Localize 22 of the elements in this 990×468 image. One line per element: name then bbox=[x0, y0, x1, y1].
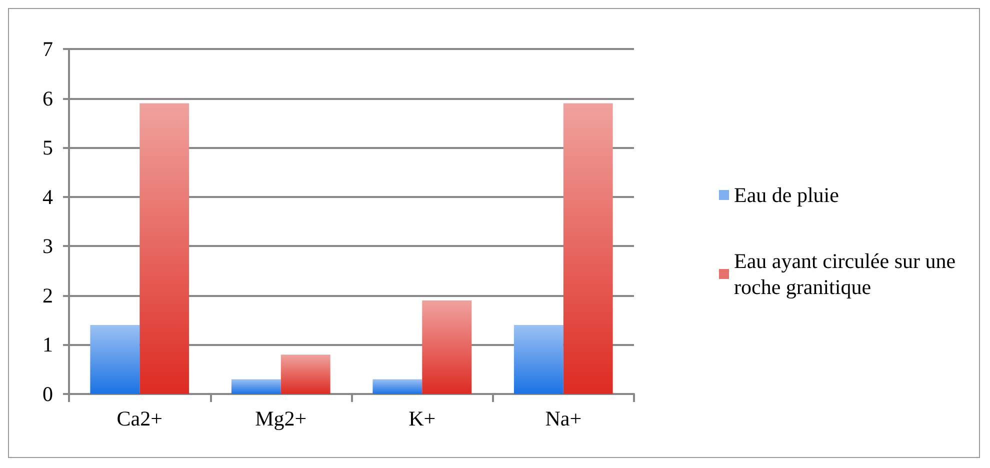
bar bbox=[90, 325, 140, 394]
y-tick-label: 7 bbox=[42, 37, 53, 61]
bar bbox=[280, 354, 330, 394]
y-tick-label: 6 bbox=[42, 86, 53, 110]
y-tick-label: 2 bbox=[42, 283, 53, 308]
x-tick-label: Na+ bbox=[545, 406, 582, 430]
x-tick-label: K+ bbox=[408, 406, 436, 430]
bar bbox=[140, 103, 190, 394]
legend-label: Eau de pluie bbox=[734, 183, 839, 207]
y-tick-label: 5 bbox=[42, 136, 53, 160]
bar bbox=[372, 379, 422, 394]
y-tick-label: 1 bbox=[42, 332, 53, 357]
bar bbox=[422, 300, 472, 394]
y-tick-label: 0 bbox=[42, 382, 53, 406]
legend-label: Eau ayant circulée sur une roche granitique bbox=[734, 249, 961, 299]
x-tick-label: Ca2+ bbox=[116, 406, 162, 430]
y-tick-label: 4 bbox=[42, 184, 54, 209]
x-tick-label: Mg2+ bbox=[255, 406, 307, 430]
bar bbox=[563, 103, 613, 394]
y-tick-label: 3 bbox=[42, 234, 53, 258]
bar bbox=[231, 379, 281, 394]
bar bbox=[514, 325, 564, 394]
